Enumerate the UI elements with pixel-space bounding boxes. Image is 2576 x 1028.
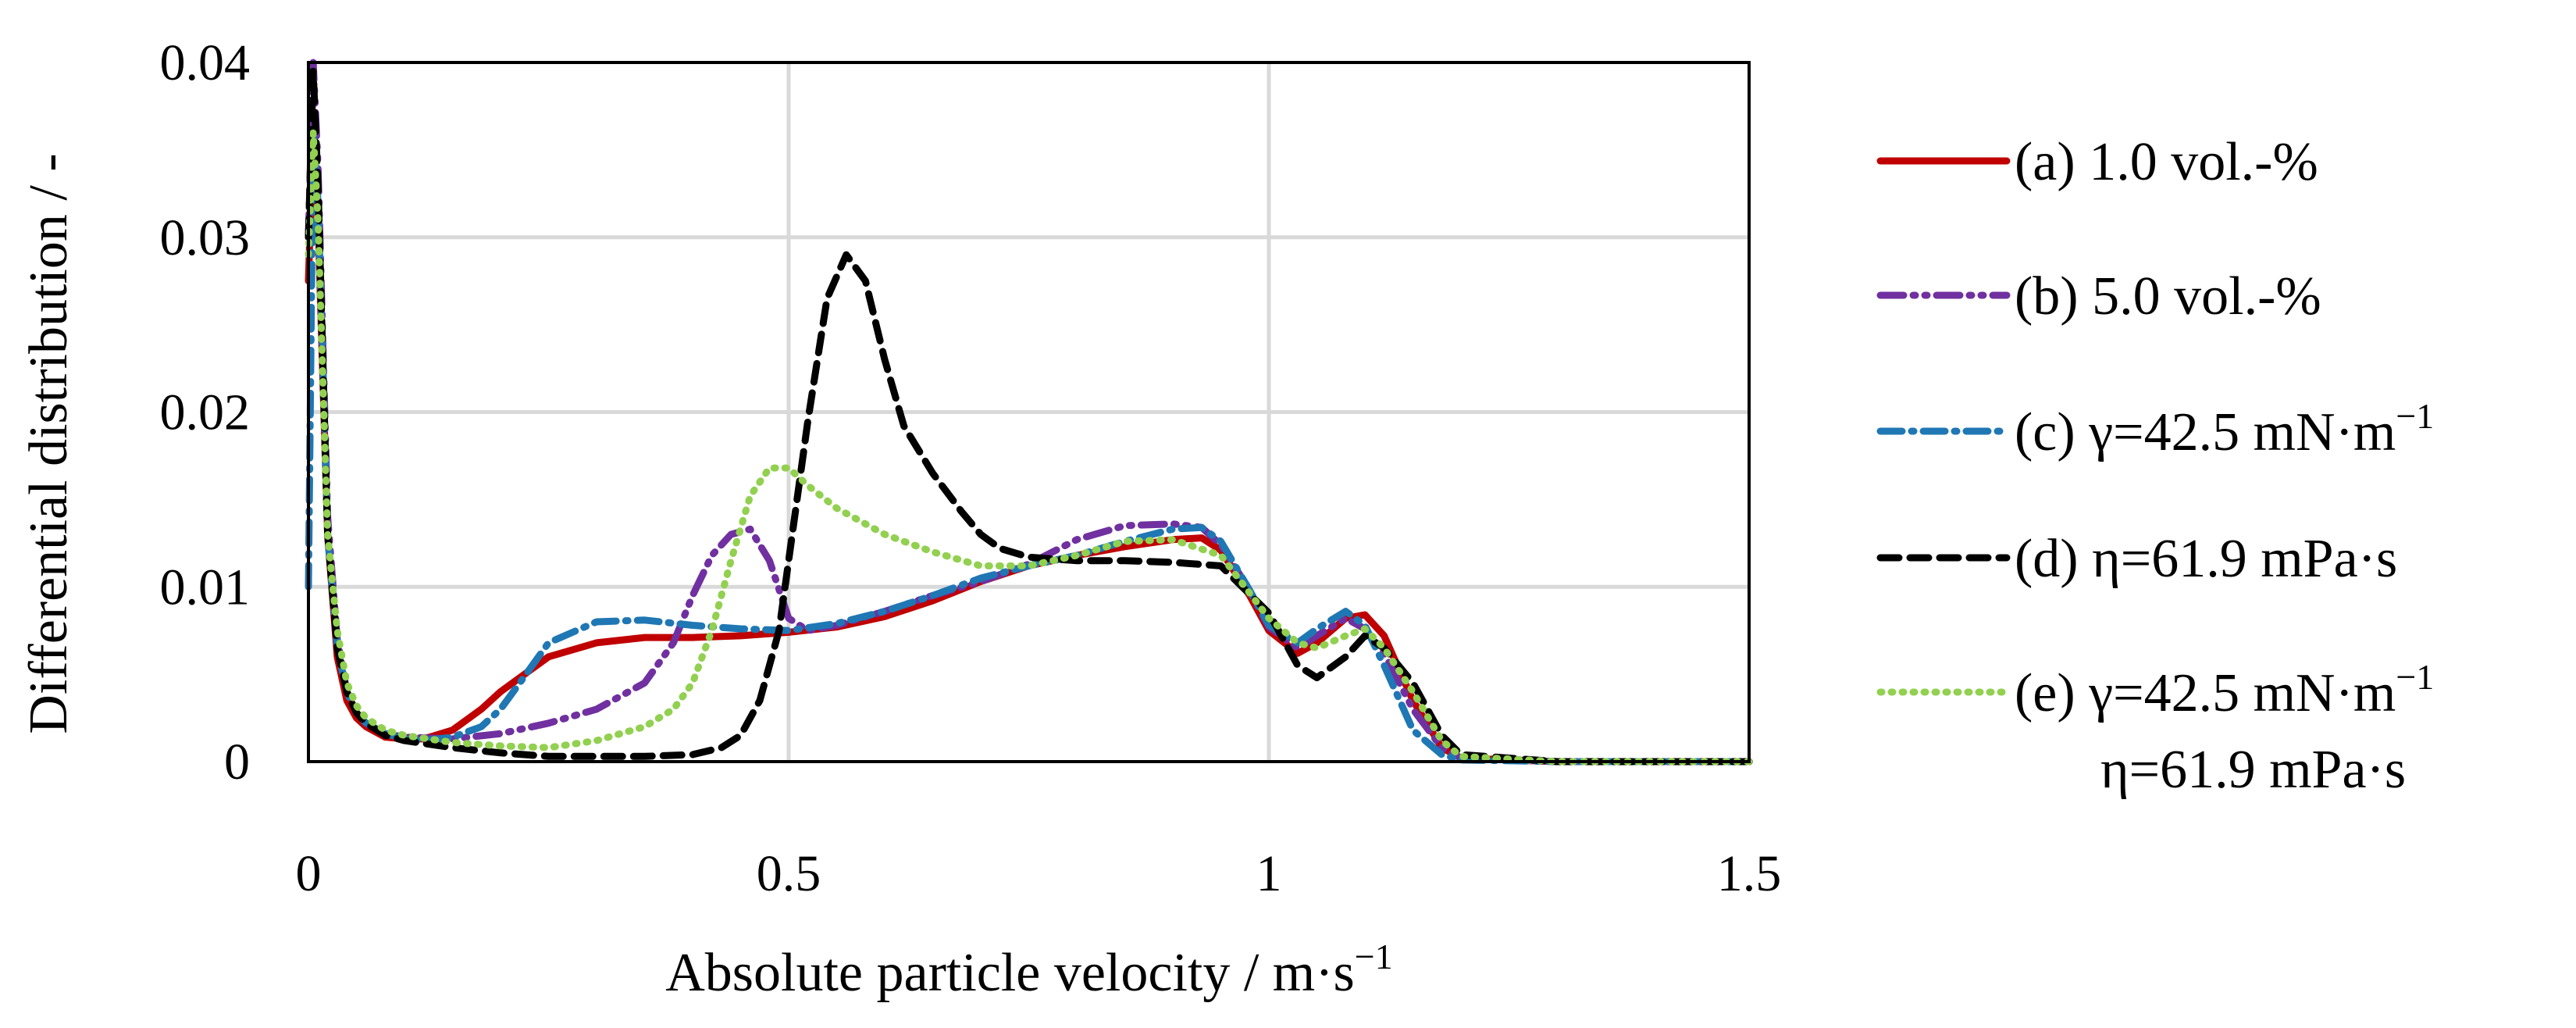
x-tick-label: 1 bbox=[1256, 845, 1282, 902]
series-line bbox=[305, 129, 1753, 766]
legend-label-text: (d) η=61.9 mPa·s bbox=[2015, 529, 2397, 589]
series-line bbox=[305, 129, 1753, 766]
legend-label-text: (b) 5.0 vol.-% bbox=[2015, 266, 2321, 327]
y-tick-label: 0 bbox=[224, 734, 250, 791]
legend-label-text: (e) γ=42.5 mN·m bbox=[2015, 663, 2396, 723]
x-axis-title: Absolute particle velocity / m·s−1 bbox=[665, 937, 1393, 1003]
legend-label-text: (c) γ=42.5 mN·m bbox=[2015, 402, 2396, 462]
y-tick-label: 0.04 bbox=[160, 34, 251, 91]
legend-label: (b) 5.0 vol.-% bbox=[2015, 266, 2321, 327]
y-tick-label: 0.02 bbox=[160, 384, 251, 441]
x-tick-label: 0 bbox=[296, 845, 322, 902]
legend: (a) 1.0 vol.-% (b) 5.0 vol.-% (c) γ=42.5 m… bbox=[1876, 132, 2434, 800]
legend-label: (e) γ=42.5 mN·m−1 bbox=[2015, 657, 2434, 723]
y-tick-label: 0.03 bbox=[160, 209, 251, 266]
tick-layer: 0 0.01 0.02 0.03 0.04 0 0.5 1 1.5 bbox=[160, 34, 1782, 902]
legend-label-sup: −1 bbox=[2396, 396, 2434, 436]
x-tick-label: 1.5 bbox=[1717, 845, 1782, 902]
legend-label: η=61.9 mPa·s bbox=[2100, 740, 2406, 800]
series-layer bbox=[305, 59, 1753, 766]
legend-label-sup: −1 bbox=[2396, 657, 2434, 697]
legend-label-text: (a) 1.0 vol.-% bbox=[2015, 132, 2318, 192]
plot-frame bbox=[307, 61, 1751, 763]
legend-label: (d) η=61.9 mPa·s bbox=[2015, 529, 2397, 589]
series-line bbox=[305, 67, 1753, 766]
legend-label: (a) 1.0 vol.-% bbox=[2015, 132, 2318, 192]
grid-layer bbox=[308, 62, 1749, 762]
series-line bbox=[305, 129, 1753, 766]
x-tick-label: 0.5 bbox=[757, 845, 821, 902]
y-tick-label: 0.01 bbox=[160, 559, 251, 616]
legend-label: (c) γ=42.5 mN·m−1 bbox=[2015, 396, 2434, 462]
y-axis-title: Differential distribution / - bbox=[19, 153, 79, 734]
